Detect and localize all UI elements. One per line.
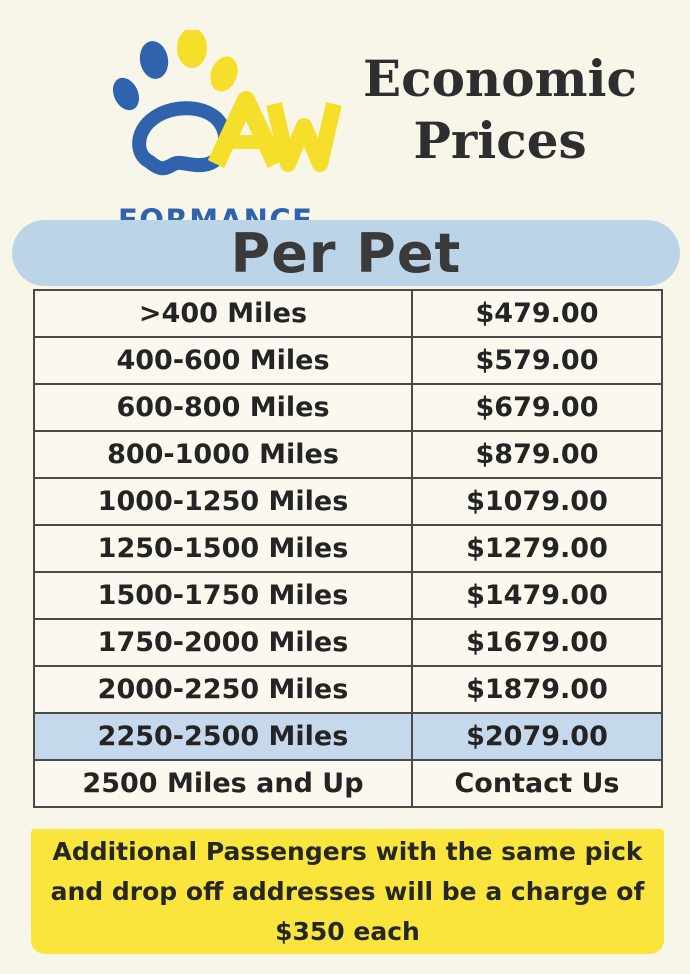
price-cell: $479.00 [411, 289, 663, 338]
price-cell: $1879.00 [411, 665, 663, 714]
title-line-2: Prices [413, 111, 587, 170]
miles-cell: 2250-2500 Miles [33, 712, 413, 761]
miles-cell: 1250-1500 Miles [33, 524, 413, 573]
table-row: 2500 Miles and Up Contact Us [33, 759, 663, 808]
table-row: 600-800 Miles $679.00 [33, 383, 663, 432]
price-cell: $1479.00 [411, 571, 663, 620]
miles-cell: 400-600 Miles [33, 336, 413, 385]
per-pet-banner: Per Pet [12, 220, 680, 286]
table-row: 1500-1750 Miles $1479.00 [33, 571, 663, 620]
brand-logo: FORMANCE [104, 30, 344, 235]
table-row: 800-1000 Miles $879.00 [33, 430, 663, 479]
miles-cell: >400 Miles [33, 289, 413, 338]
miles-cell: 2500 Miles and Up [33, 759, 413, 808]
paw-logo-icon [112, 30, 342, 176]
price-cell: Contact Us [411, 759, 663, 808]
miles-cell: 1000-1250 Miles [33, 477, 413, 526]
price-cell: $1279.00 [411, 524, 663, 573]
table-row: 400-600 Miles $579.00 [33, 336, 663, 385]
table-row: 1750-2000 Miles $1679.00 [33, 618, 663, 667]
pricing-table: >400 Miles $479.00 400-600 Miles $579.00… [33, 289, 663, 808]
note-text: Additional Passengers with the same pick… [50, 836, 645, 946]
price-cell: $1079.00 [411, 477, 663, 526]
table-row: 1000-1250 Miles $1079.00 [33, 477, 663, 526]
title-line-1: Economic [363, 49, 637, 108]
table-row: 2000-2250 Miles $1879.00 [33, 665, 663, 714]
miles-cell: 1750-2000 Miles [33, 618, 413, 667]
page-title: Economic Prices [340, 48, 660, 172]
banner-label: Per Pet [230, 221, 462, 285]
price-cell: $679.00 [411, 383, 663, 432]
table-row: >400 Miles $479.00 [33, 289, 663, 338]
miles-cell: 600-800 Miles [33, 383, 413, 432]
price-cell: $879.00 [411, 430, 663, 479]
price-cell: $1679.00 [411, 618, 663, 667]
table-row-highlighted: 2250-2500 Miles $2079.00 [33, 712, 663, 761]
miles-cell: 1500-1750 Miles [33, 571, 413, 620]
table-row: 1250-1500 Miles $1279.00 [33, 524, 663, 573]
miles-cell: 800-1000 Miles [33, 430, 413, 479]
miles-cell: 2000-2250 Miles [33, 665, 413, 714]
price-cell: $579.00 [411, 336, 663, 385]
price-cell: $2079.00 [411, 712, 663, 761]
additional-passengers-note: Additional Passengers with the same pick… [31, 829, 664, 954]
